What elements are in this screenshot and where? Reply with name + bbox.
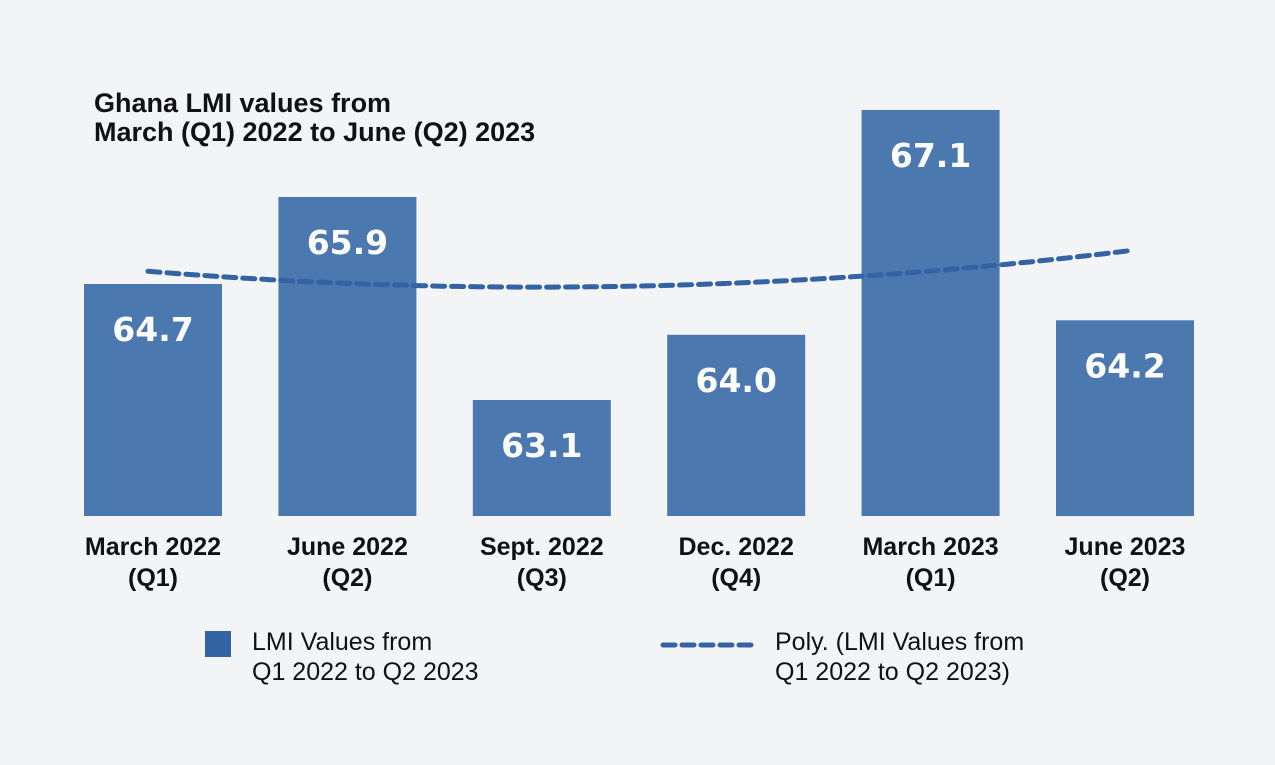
category-label-3-line-2: (Q3) <box>517 564 567 592</box>
trendline <box>145 248 1133 290</box>
category-label-3-line-1: Sept. 2022 <box>480 533 604 561</box>
bar-4 <box>667 334 806 516</box>
category-axis-labels: March 2022 (Q1) June 2022 (Q2) Sept. 2022 (Q3… <box>85 533 1186 592</box>
legend-swatch-bars <box>205 631 231 657</box>
legend-label-bars-line-1: LMI Values from <box>252 628 432 656</box>
bar-series <box>84 110 1194 517</box>
category-label-5-line-1: March 2023 <box>862 533 998 561</box>
category-label-4-line-1: Dec. 2022 <box>679 533 794 561</box>
bar-value-label-5: 67.1 <box>890 136 971 175</box>
legend-label-trendline-line-2: Q1 2022 to Q2 2023) <box>775 658 1010 686</box>
chart-title-line-1: Ghana LMI values from <box>94 88 391 118</box>
bar-value-label-4: 64.0 <box>695 361 776 400</box>
chart-title: Ghana LMI values from March (Q1) 2022 to… <box>94 88 535 147</box>
legend: LMI Values from Q1 2022 to Q2 2023 Poly.… <box>205 628 1024 686</box>
category-label-6-line-1: June 2023 <box>1065 533 1186 561</box>
bar-3 <box>472 400 611 516</box>
legend-label-bars-line-2: Q1 2022 to Q2 2023 <box>252 658 479 686</box>
category-label-4-line-2: (Q4) <box>711 564 761 592</box>
bar-5 <box>861 110 1000 516</box>
category-label-1-line-1: March 2022 <box>85 533 221 561</box>
category-label-6-line-2: (Q2) <box>1100 564 1150 592</box>
polynomial-trendline <box>145 248 1133 290</box>
bar-value-label-1: 64.7 <box>112 310 193 349</box>
bar-2 <box>278 197 417 516</box>
bar-value-label-2: 65.9 <box>307 223 388 262</box>
data-labels: 64.7 65.9 63.1 64.0 67.1 64.2 <box>112 136 1165 465</box>
bar-1 <box>84 284 222 516</box>
bar-value-label-6: 64.2 <box>1084 346 1165 385</box>
category-label-5-line-2: (Q1) <box>906 564 956 592</box>
category-label-2-line-1: June 2022 <box>287 533 408 561</box>
bar-6 <box>1056 320 1194 517</box>
bar-value-label-3: 63.1 <box>501 426 582 465</box>
chart-title-line-2: March (Q1) 2022 to June (Q2) 2023 <box>94 117 535 147</box>
category-label-1-line-2: (Q1) <box>128 564 178 592</box>
legend-label-trendline-line-1: Poly. (LMI Values from <box>775 628 1024 656</box>
category-label-2-line-2: (Q2) <box>322 564 372 592</box>
